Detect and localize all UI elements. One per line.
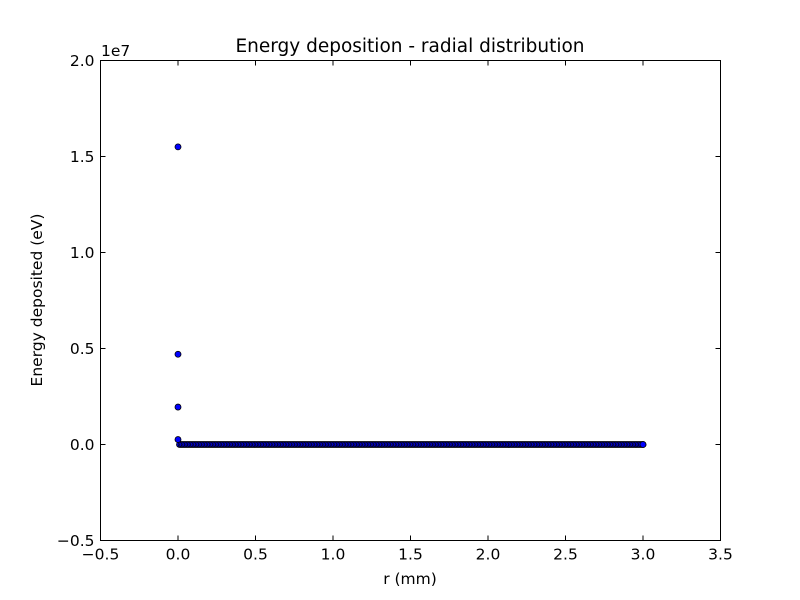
x-tick-label: −0.5 [82, 546, 120, 564]
x-axis-ticks: −0.5 0.0 0.5 1.0 1.5 2.0 2.5 3.0 3.5 [82, 60, 733, 564]
x-tick-label: 3.5 [708, 546, 733, 564]
y-axis-ticks: −0.5 0.0 0.5 1.0 1.5 2.0 [57, 52, 721, 550]
y-offset-label: 1e7 [101, 42, 130, 60]
y-tick-label: 2.0 [70, 52, 95, 70]
x-tick-label: 0.5 [243, 546, 268, 564]
data-point [174, 350, 182, 358]
x-axis-label: r (mm) [383, 570, 437, 588]
y-tick-label: 0.5 [70, 340, 95, 358]
y-tick-label: −0.5 [57, 532, 95, 550]
plot-frame [100, 60, 721, 541]
data-point [174, 143, 182, 151]
y-tick-label: 1.0 [70, 244, 95, 262]
x-tick-label: 2.5 [553, 546, 578, 564]
x-tick-label: 0.0 [166, 546, 191, 564]
x-tick-label: 1.0 [321, 546, 346, 564]
plot-points [174, 143, 647, 448]
x-tick-label: 3.0 [631, 546, 656, 564]
x-tick-label: 2.0 [476, 546, 501, 564]
y-axis-label: Energy deposited (eV) [28, 214, 46, 387]
data-point [174, 436, 182, 443]
x-tick-label: 1.5 [398, 546, 423, 564]
data-point [639, 441, 647, 448]
chart-title: Energy deposition - radial distribution [235, 36, 584, 57]
y-tick-label: 0.0 [70, 436, 95, 454]
y-tick-label: 1.5 [70, 148, 95, 166]
data-point [174, 403, 182, 411]
